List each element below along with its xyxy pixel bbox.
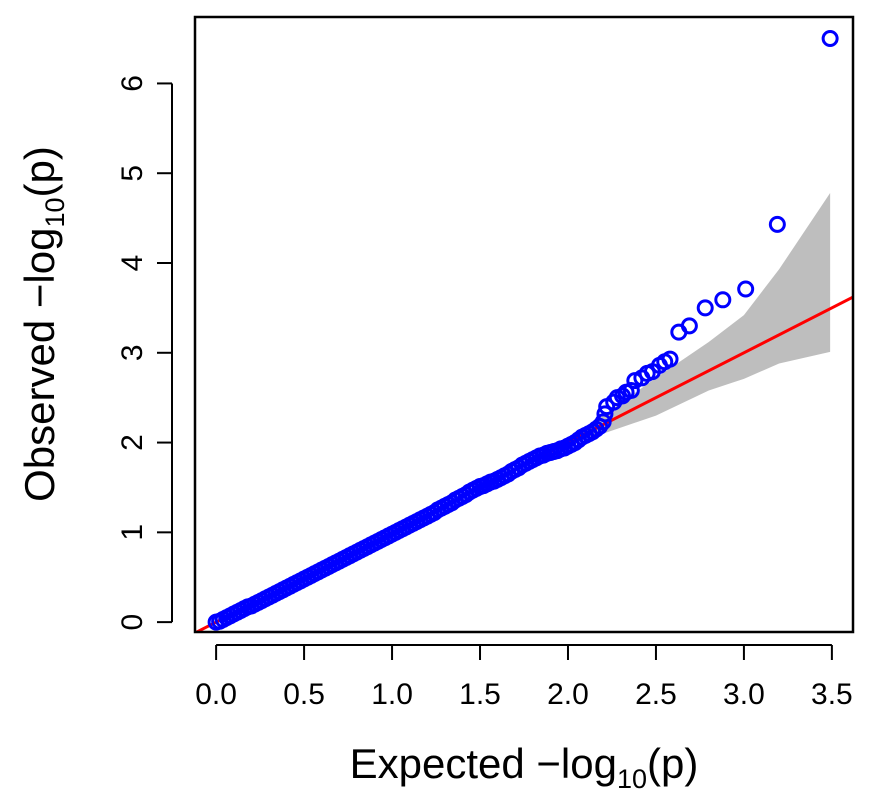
data-point [622, 381, 640, 399]
confidence-band [567, 192, 831, 443]
x-axis-title: Expected −log10(p) [350, 740, 699, 794]
data-points [207, 30, 839, 631]
y-tick-label: 4 [116, 255, 149, 272]
x-tick-label: 3.0 [723, 678, 765, 711]
y-tick-label: 6 [116, 75, 149, 92]
data-point [680, 317, 698, 335]
x-tick-label: 0.5 [283, 678, 325, 711]
plot-frame [193, 15, 855, 634]
x-tick-label: 0.0 [195, 678, 237, 711]
x-tick-label: 2.0 [547, 678, 589, 711]
x-axis: 0.0 0.5 1.0 1.5 2.0 2.5 3.0 3.5 [195, 644, 853, 711]
x-tick-label: 2.5 [635, 678, 677, 711]
y-tick-label: 2 [116, 434, 149, 451]
y-tick-label: 0 [116, 614, 149, 631]
y-tick-label: 1 [116, 524, 149, 541]
data-point [737, 280, 755, 298]
x-tick-label: 1.5 [459, 678, 501, 711]
data-point [768, 215, 786, 233]
data-point [821, 30, 839, 48]
data-point [696, 299, 714, 317]
data-point [596, 405, 614, 423]
y-axis-title: Observed −log10(p) [16, 146, 70, 502]
data-point [714, 291, 732, 309]
plot-area [195, 30, 853, 632]
data-point [594, 413, 612, 431]
y-tick-label: 5 [116, 165, 149, 182]
x-tick-label: 1.0 [371, 678, 413, 711]
y-axis: 0 1 2 3 4 5 6 [116, 75, 173, 631]
y-tick-label: 3 [116, 344, 149, 361]
x-tick-label: 3.5 [811, 678, 853, 711]
data-point [661, 350, 679, 368]
